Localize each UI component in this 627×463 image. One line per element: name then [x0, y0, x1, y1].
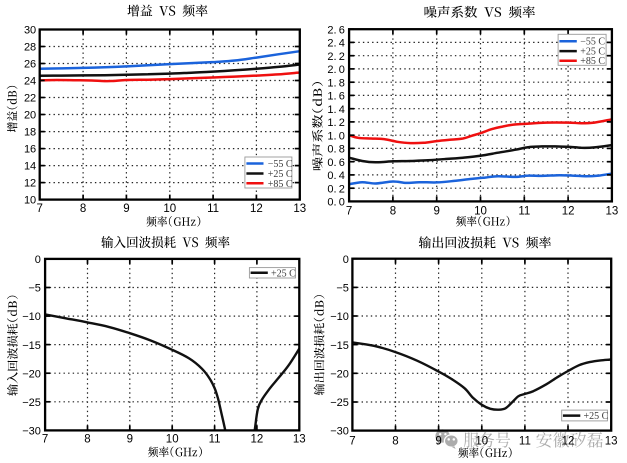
svg-text:7: 7 [346, 206, 352, 218]
svg-text:−10: −10 [330, 311, 349, 323]
svg-text:12: 12 [562, 206, 575, 218]
svg-text:−10: −10 [22, 311, 41, 323]
svg-text:1. 4: 1. 4 [327, 104, 345, 116]
svg-text:−30: −30 [22, 426, 41, 438]
svg-text:0. 8: 0. 8 [327, 144, 345, 156]
svg-text:26: 26 [24, 59, 36, 71]
svg-text:18: 18 [24, 127, 36, 139]
svg-text:−55 C: −55 C [268, 159, 293, 170]
svg-text:14: 14 [24, 161, 36, 173]
svg-text:8: 8 [84, 434, 90, 446]
svg-text:24: 24 [24, 76, 36, 88]
svg-text:−55 C: −55 C [580, 37, 605, 48]
svg-text:2. 2: 2. 2 [327, 51, 345, 63]
svg-text:12: 12 [24, 178, 36, 190]
svg-text:0. 2: 0. 2 [327, 183, 345, 195]
svg-text:−5: −5 [336, 283, 349, 295]
svg-text:1. 6: 1. 6 [327, 91, 345, 103]
svg-text:1. 2: 1. 2 [327, 117, 345, 129]
svg-text:−25: −25 [22, 397, 41, 409]
svg-text:−20: −20 [22, 368, 41, 380]
svg-text:22: 22 [24, 93, 36, 105]
svg-text:0. 6: 0. 6 [327, 157, 345, 169]
svg-text:10: 10 [163, 203, 176, 215]
svg-text:0. 4: 0. 4 [327, 170, 345, 182]
svg-text:16: 16 [24, 144, 36, 156]
svg-text:−30: −30 [330, 426, 349, 438]
svg-text:2. 0: 2. 0 [327, 64, 345, 76]
svg-text:13: 13 [605, 435, 618, 447]
svg-text:13: 13 [293, 203, 306, 215]
svg-text:0: 0 [35, 254, 41, 266]
svg-text:8: 8 [390, 206, 396, 218]
svg-text:9: 9 [123, 203, 129, 215]
svg-text:−15: −15 [22, 340, 41, 352]
svg-text:1. 8: 1. 8 [327, 77, 345, 89]
svg-text:0: 0 [343, 254, 349, 266]
svg-text:7: 7 [36, 203, 42, 215]
svg-text:13: 13 [606, 206, 619, 218]
svg-text:10: 10 [475, 435, 488, 447]
svg-text:28: 28 [24, 42, 36, 54]
svg-text:10: 10 [474, 206, 487, 218]
svg-text:11: 11 [207, 203, 219, 215]
svg-text:11: 11 [209, 434, 221, 446]
svg-text:10: 10 [166, 434, 179, 446]
svg-text:+25 C: +25 C [268, 169, 293, 180]
svg-text:20: 20 [24, 110, 36, 122]
svg-text:0. 0: 0. 0 [327, 197, 345, 209]
svg-text:12: 12 [562, 435, 575, 447]
svg-text:7: 7 [349, 435, 355, 447]
svg-text:7: 7 [42, 434, 48, 446]
svg-text:9: 9 [127, 434, 133, 446]
svg-text:2. 6: 2. 6 [327, 24, 345, 36]
svg-text:+25 C: +25 C [271, 268, 296, 279]
svg-text:−25: −25 [330, 397, 349, 409]
svg-text:+85 C: +85 C [268, 179, 293, 190]
svg-text:10: 10 [24, 195, 36, 207]
svg-text:11: 11 [518, 206, 530, 218]
svg-text:+85 C: +85 C [580, 56, 605, 67]
svg-text:+25 C: +25 C [580, 47, 605, 58]
svg-text:+25 C: +25 C [584, 411, 609, 422]
svg-text:13: 13 [293, 434, 306, 446]
svg-text:30: 30 [24, 25, 36, 37]
svg-text:2. 4: 2. 4 [327, 38, 345, 50]
svg-text:8: 8 [392, 435, 398, 447]
svg-text:−20: −20 [330, 368, 349, 380]
svg-text:12: 12 [250, 203, 263, 215]
svg-text:11: 11 [519, 435, 531, 447]
svg-text:8: 8 [80, 203, 86, 215]
svg-text:−15: −15 [330, 340, 349, 352]
svg-text:12: 12 [251, 434, 264, 446]
svg-text:−5: −5 [28, 283, 41, 295]
svg-text:9: 9 [435, 435, 441, 447]
svg-text:9: 9 [433, 206, 439, 218]
svg-text:1. 0: 1. 0 [327, 130, 345, 142]
